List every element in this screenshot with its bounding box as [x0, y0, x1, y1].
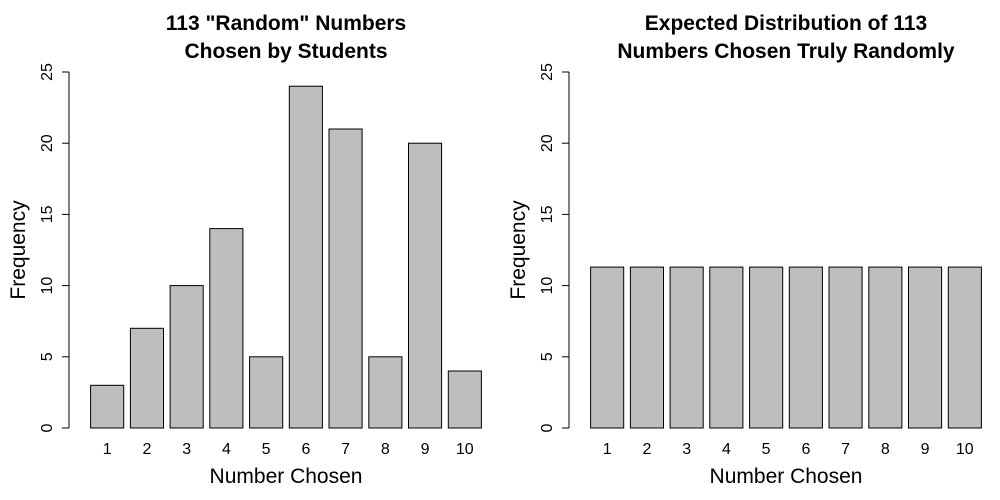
x-tick-label: 5	[262, 441, 271, 458]
y-tick-label: 20	[539, 134, 556, 152]
y-axis-label: Frequency	[507, 200, 530, 300]
bar-1	[590, 266, 625, 429]
y-tick-label: 15	[39, 205, 56, 223]
y-axis: 0 5 10 15 20 25	[39, 63, 70, 432]
y-tick-label: 15	[539, 205, 556, 223]
bar-10	[447, 370, 482, 429]
bar-group	[90, 85, 482, 429]
y-tick-label: 20	[39, 134, 56, 152]
x-tick-label: 1	[103, 441, 112, 458]
bar-3	[669, 266, 704, 429]
bar-4	[709, 266, 744, 429]
x-tick-label: 8	[381, 441, 390, 458]
x-tick-label: 4	[222, 441, 231, 458]
chart-title-line-2: Chosen by Students	[184, 40, 387, 63]
bar-8	[368, 356, 403, 429]
chart-panel-expected: Expected Distribution of 113 Numbers Cho…	[507, 12, 982, 488]
bar-7	[828, 266, 863, 429]
x-tick-label: 4	[722, 441, 731, 458]
x-axis-label: Number Chosen	[210, 465, 363, 488]
bar-6	[288, 85, 323, 429]
x-tick-label: 6	[801, 441, 810, 458]
chart-panel-students: 113 "Random" Numbers Chosen by Students …	[7, 12, 482, 488]
x-axis-label: Number Chosen	[710, 465, 863, 488]
y-tick-label: 0	[39, 423, 56, 432]
y-tick-label: 5	[39, 352, 56, 361]
x-tick-label: 3	[182, 441, 191, 458]
y-tick-label: 0	[539, 423, 556, 432]
bar-5	[249, 356, 284, 429]
x-tick-label: 2	[642, 441, 651, 458]
y-tick-label: 10	[539, 277, 556, 295]
x-tick-label: 9	[921, 441, 930, 458]
bar-6	[788, 266, 823, 429]
bar-3	[169, 285, 204, 429]
x-tick-label: 5	[762, 441, 771, 458]
x-tick-label: 9	[421, 441, 430, 458]
chart-title-line-1: Expected Distribution of 113	[645, 12, 927, 35]
x-tick-label: 10	[956, 441, 974, 458]
bar-2	[129, 327, 164, 429]
x-tick-labels: 1 2 3 4 5 6 7 8 9 10	[603, 441, 974, 458]
x-tick-label: 2	[142, 441, 151, 458]
x-tick-labels: 1 2 3 4 5 6 7 8 9 10	[103, 441, 474, 458]
bar-2	[629, 266, 665, 429]
bar-7	[328, 128, 363, 429]
bar-4	[209, 228, 244, 429]
x-tick-label: 3	[682, 441, 691, 458]
x-tick-label: 10	[456, 441, 474, 458]
bar-10	[947, 266, 982, 429]
bar-9	[908, 266, 943, 429]
x-tick-label: 8	[881, 441, 890, 458]
bar-1	[90, 384, 125, 429]
chart-title-line-1: 113 "Random" Numbers	[166, 12, 407, 35]
x-tick-label: 6	[301, 441, 310, 458]
bar-5	[749, 266, 784, 429]
y-axis: 0 5 10 15 20 25	[539, 63, 570, 432]
x-tick-label: 7	[841, 441, 850, 458]
y-tick-label: 5	[539, 352, 556, 361]
bar-8	[868, 266, 903, 429]
bar-group	[590, 266, 982, 429]
y-axis-label: Frequency	[7, 200, 30, 300]
chart-title-line-2: Numbers Chosen Truly Randomly	[617, 40, 955, 63]
x-tick-label: 1	[603, 441, 612, 458]
y-tick-label: 25	[39, 63, 56, 81]
y-tick-label: 10	[39, 277, 56, 295]
y-tick-label: 25	[539, 63, 556, 81]
x-tick-label: 7	[341, 441, 350, 458]
bar-9	[408, 142, 443, 429]
